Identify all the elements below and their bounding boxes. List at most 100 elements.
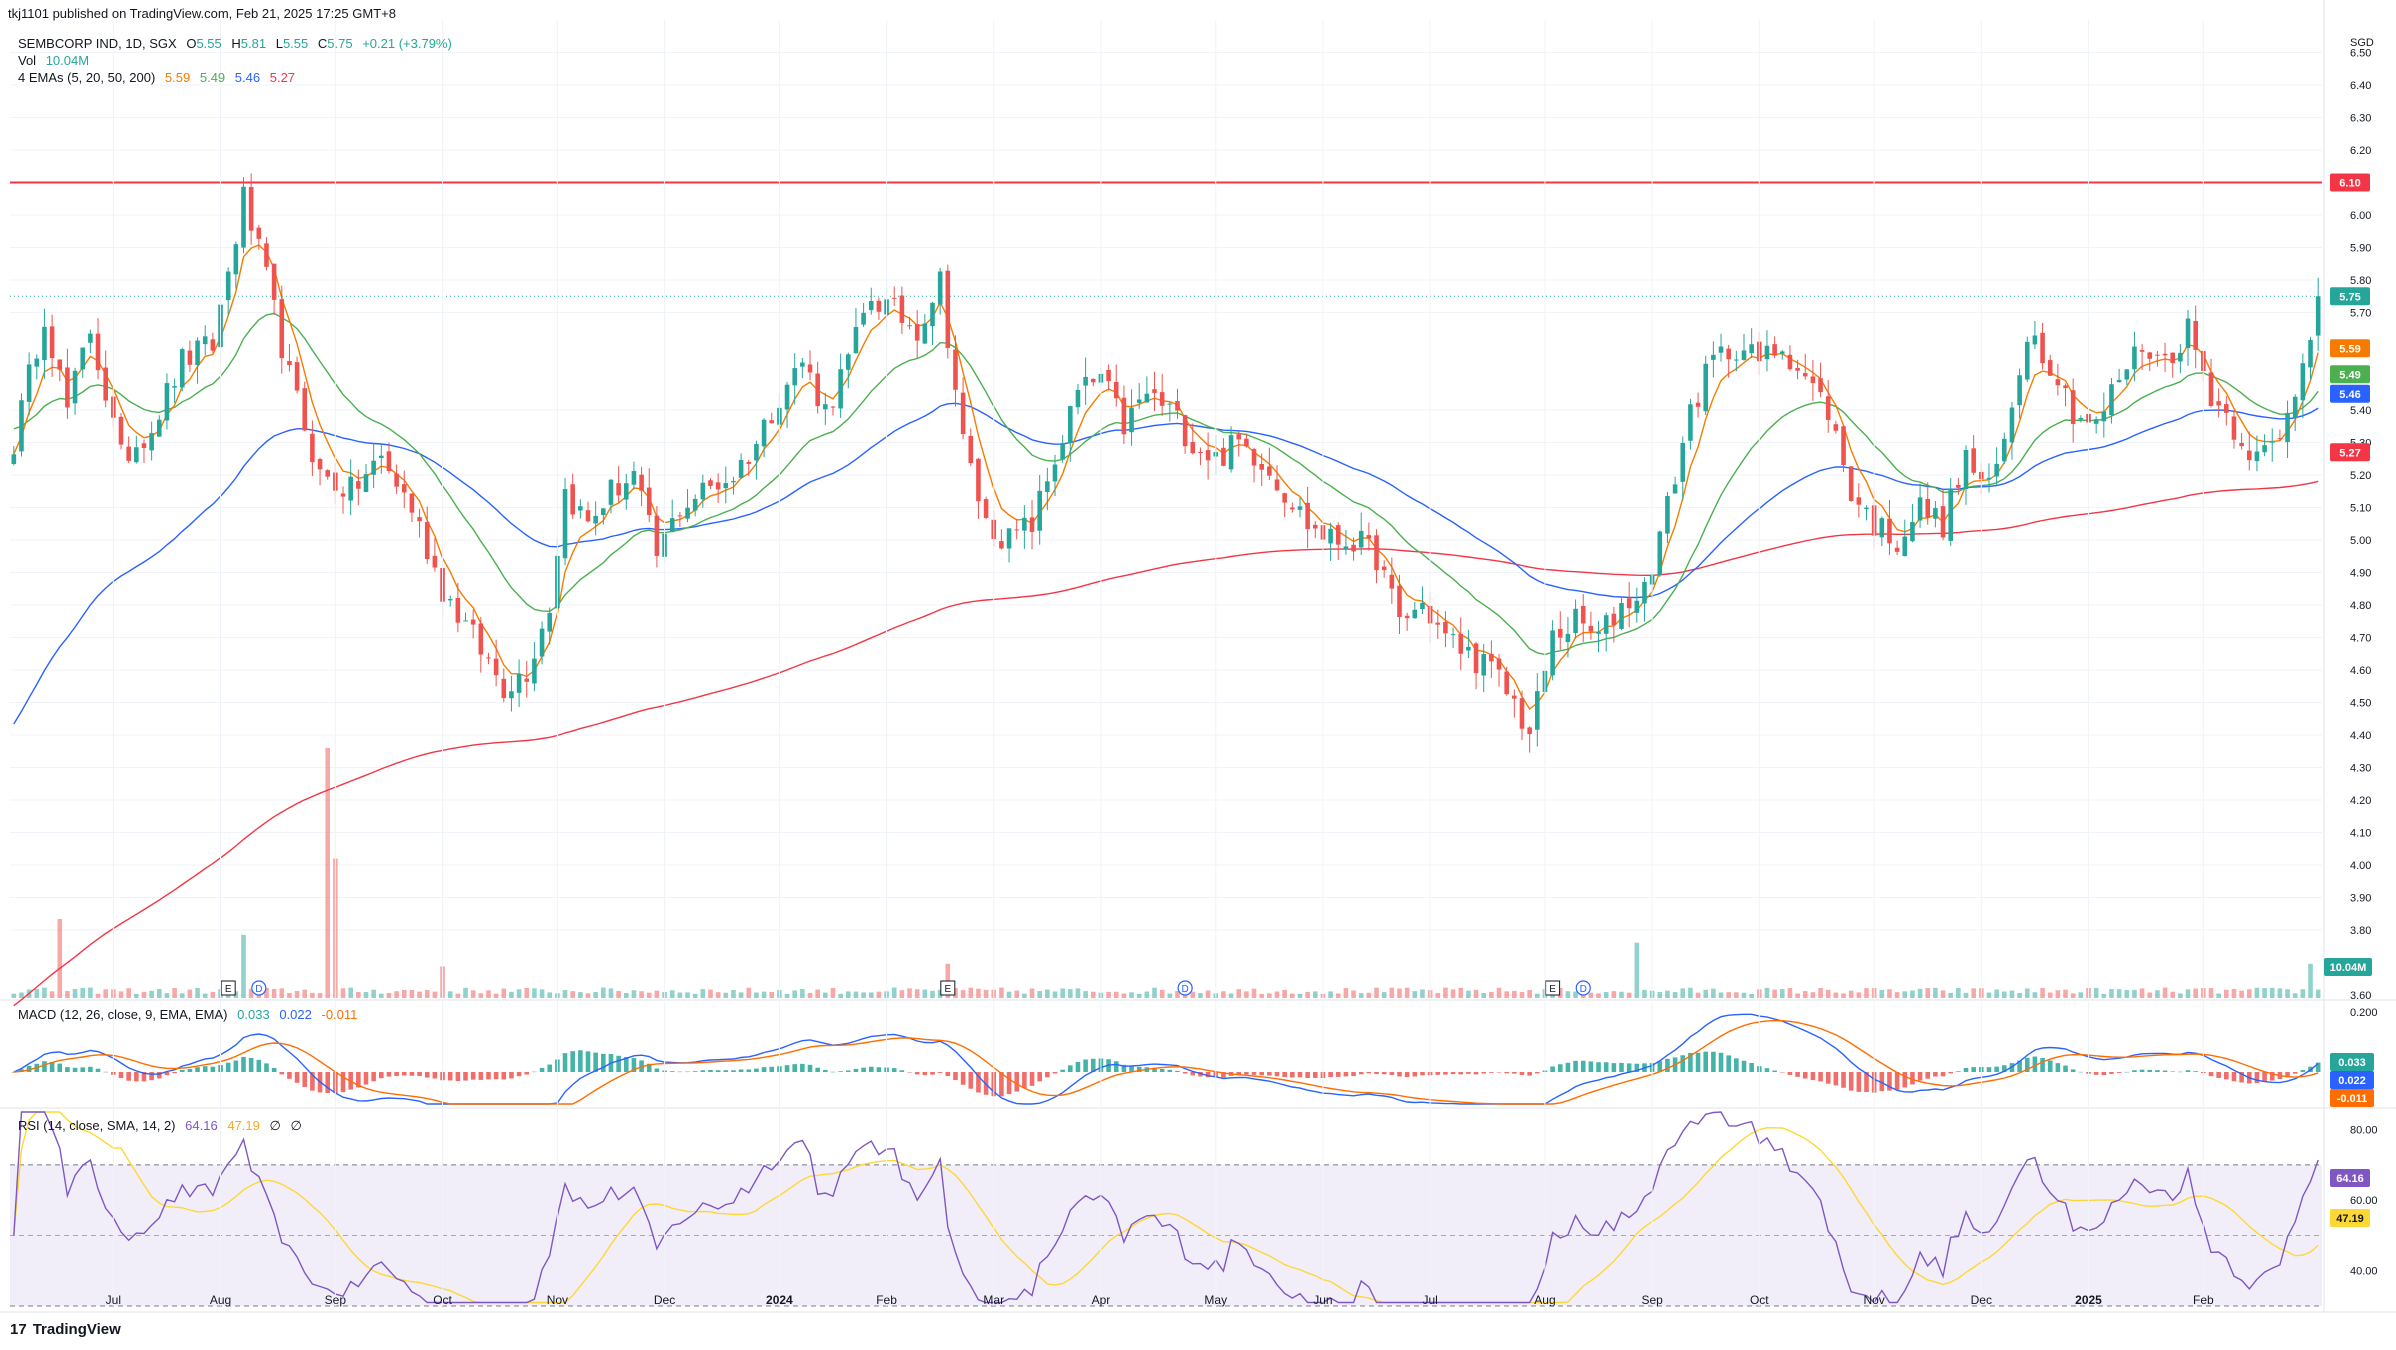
candle-body [539,628,545,657]
volume-bar [2315,989,2321,998]
volume-bar [1657,991,1663,998]
macd-hist-bar [455,1072,461,1082]
candle-body [1611,613,1617,626]
macd-hist-bar [1374,1072,1379,1075]
macd-hist-bar [2116,1072,2122,1073]
macd-hist-bar [2262,1072,2267,1082]
volume-bar [2124,989,2130,998]
volume-bar [1121,993,1127,998]
macd-hist-bar [363,1072,369,1085]
candle-body [792,368,797,386]
volume-bar [2024,988,2030,998]
volume-bar [754,992,759,998]
volume-bar [845,991,851,998]
candle-body [2246,450,2252,461]
macd-hist-bar [899,1070,905,1072]
price-tick-label: 6.40 [2350,80,2371,92]
volume-bar [2185,989,2191,998]
candle-body [1113,381,1119,399]
macd-hist-bar [1887,1072,1892,1091]
volume-bar [432,991,438,998]
volume-bar [1397,988,1402,998]
volume-bar [669,990,675,998]
macd-signal-value: -0.011 [321,1007,358,1022]
ema200-value: 5.27 [269,70,296,85]
candle-body [2109,384,2114,416]
volume-bar [1305,991,1310,998]
volume-bar [578,992,583,998]
candle-body [945,270,951,348]
macd-hist-bar [1994,1066,1999,1072]
macd-hist-bar [95,1068,101,1072]
candle-body [1267,466,1272,476]
candle-body [1489,653,1494,662]
volume-bar [861,992,866,998]
volume-bar [80,987,86,998]
macd-hist-bar [1083,1059,1088,1072]
volume-bar [907,988,912,998]
volume-bar [2254,987,2260,998]
last-price-tag: 5.75 [2339,291,2360,303]
ema-label: 4 EMAs (5, 20, 50, 200) [18,70,156,85]
candle-body [899,295,905,323]
candle-body [2170,352,2176,364]
candle-body [2155,354,2160,356]
macd-hist-bar [1933,1072,1938,1077]
candle-body [1290,507,1295,510]
macd-label: MACD (12, 26, close, 9, EMA, EMA) [18,1007,228,1022]
price-tick-label: 4.10 [2350,828,2371,840]
volume-bar [2063,989,2068,998]
volume-bar [447,991,453,998]
volume-bar [838,993,843,998]
macd-hist-bar [1404,1072,1410,1078]
volume-bar [1940,990,1946,998]
candle-body [1282,493,1287,503]
rsi-tick-label: 40.00 [2350,1266,2378,1278]
candle-body [1198,451,1203,453]
candle-body [455,597,461,623]
volume-bar [585,993,591,998]
tradingview-brand[interactable]: 17 TradingView [10,1321,121,1338]
candle-body [2040,332,2045,364]
macd-hist-bar [1052,1072,1058,1074]
candle-body [103,367,108,401]
candle-body [2254,451,2260,462]
macd-hist-bar [1244,1072,1249,1075]
volume-bar [1136,993,1142,998]
macd-hist-bar [310,1072,315,1091]
volume-bar [187,989,193,998]
candle-body [853,327,859,354]
volume-bar [1718,992,1724,998]
volume-bar [57,919,63,998]
rsi-legend: RSI (14, close, SMA, 14, 2) 64.16 47.19 … [18,1118,308,1134]
volume-bar [953,988,958,998]
candle-body [2001,438,2007,462]
volume-bar [1963,992,1969,998]
volume-bar [409,989,415,998]
candle-body [1068,406,1073,444]
macd-hist-bar [907,1072,912,1073]
macd-hist-bar [1129,1066,1134,1072]
ema5-line [13,244,2319,711]
candle-body [578,506,583,511]
volume-label: Vol [18,53,37,68]
macd-hist-bar [1328,1072,1333,1078]
macd-hist-bar [126,1072,131,1081]
candle-body [1190,441,1196,454]
volume-bar [976,988,981,998]
volume-bar [2009,990,2015,998]
candle-body [248,187,254,231]
price-tick-label: 4.80 [2350,600,2371,612]
volume-bar [233,991,239,998]
macd-hist-bar [2185,1070,2191,1072]
volume-bar [1450,989,1456,998]
macd-hist-bar [524,1072,530,1075]
time-tick-label: Oct [433,1293,452,1307]
candle-body [1573,608,1578,634]
macd-hist-bar [1810,1072,1816,1081]
volume-bar [1037,991,1042,998]
macd-hist-bar [1856,1072,1862,1092]
candle-body [700,482,706,500]
volume-bar [2277,988,2283,998]
candle-body [2193,320,2198,350]
